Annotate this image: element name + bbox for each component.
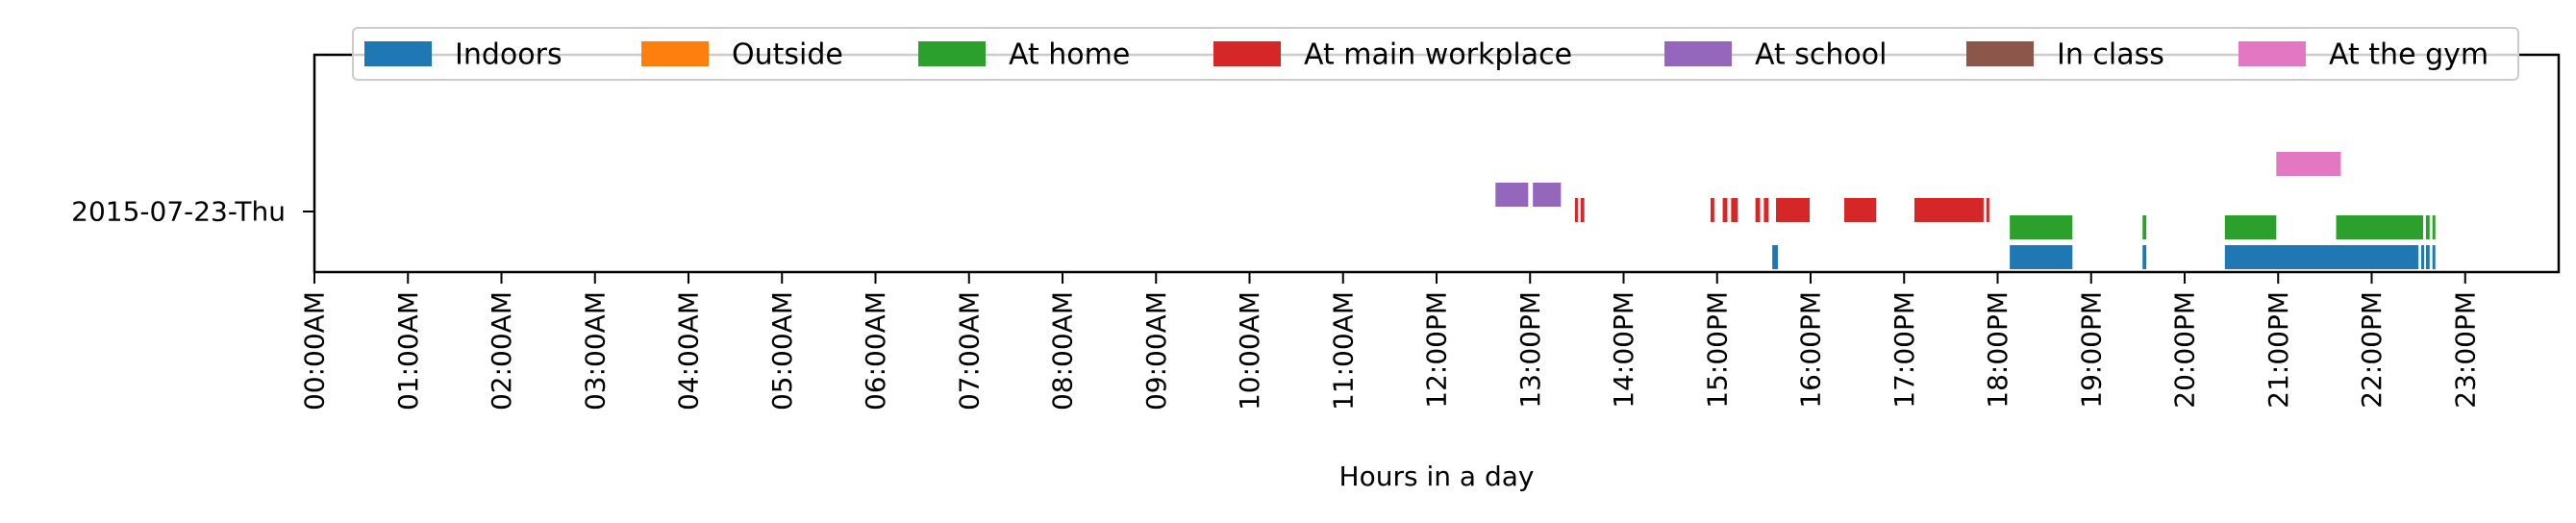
x-tick-label: 00:00AM (299, 291, 331, 411)
legend-label-indoors: Indoors (455, 38, 563, 72)
at-main-workplace-segment (1763, 198, 1769, 222)
at-home-segment (2425, 215, 2430, 239)
at-main-workplace-segment (1710, 198, 1714, 222)
x-tick-label: 17:00PM (1888, 291, 1920, 409)
x-tick-label: 10:00AM (1234, 291, 1265, 411)
indoors-segment (1772, 245, 1778, 269)
x-tick-label: 14:00PM (1608, 291, 1639, 409)
x-tick-label: 19:00PM (2075, 291, 2107, 409)
indoors-segment (2425, 245, 2430, 269)
at-school-segment (1495, 183, 1529, 207)
at-main-workplace-segment (1580, 198, 1585, 222)
legend-swatch-in-class (1966, 41, 2034, 66)
at-home-segment (2224, 215, 2277, 239)
legend-swatch-at-home (918, 41, 986, 66)
at-main-workplace-segment (1574, 198, 1578, 222)
x-tick-label: 22:00PM (2356, 291, 2388, 409)
x-tick-label: 06:00AM (860, 291, 891, 411)
indoors-segment (2432, 245, 2436, 269)
indoors-segment (2421, 245, 2425, 269)
indoors-segment (2224, 245, 2419, 269)
x-tick-label: 02:00AM (486, 291, 517, 411)
legend-label-outside: Outside (732, 38, 843, 72)
legend-swatch-indoors (364, 41, 432, 66)
at-main-workplace-segment (1776, 198, 1811, 222)
y-axis: 2015-07-23-Thu (71, 196, 314, 228)
y-tick-label: 2015-07-23-Thu (71, 196, 286, 228)
x-tick-label: 13:00PM (1514, 291, 1546, 409)
x-tick-label: 23:00PM (2449, 291, 2481, 409)
at-school-segment (1533, 183, 1562, 207)
x-tick-label: 04:00AM (673, 291, 705, 411)
legend-swatch-at-main-workplace (1213, 41, 1281, 66)
legend-label-in-class: In class (2057, 38, 2164, 72)
bars-layer (1495, 152, 2436, 269)
at-main-workplace-segment (1755, 198, 1761, 222)
legend-frame (352, 27, 2519, 81)
x-axis: 00:00AM 01:00AM 02:00AM 03:00AM 04:00AM 05:00… (299, 272, 2481, 411)
legend-label-at-home: At home (1009, 38, 1130, 72)
at-home-segment (2010, 215, 2073, 239)
at-main-workplace-segment (1913, 198, 1984, 222)
at-the-gym-segment (2276, 152, 2341, 176)
legend-label-at-main-workplace: At main workplace (1304, 38, 1572, 72)
legend-swatch-outside (641, 41, 709, 66)
indoors-segment (2142, 245, 2147, 269)
x-tick-label: 20:00PM (2169, 291, 2201, 409)
plot-frame (313, 53, 2561, 274)
at-main-workplace-segment (1722, 198, 1728, 222)
x-tick-label: 11:00AM (1327, 291, 1359, 411)
x-tick-label: 01:00AM (392, 291, 424, 411)
at-main-workplace-segment (1731, 198, 1738, 222)
legend-swatch-at-the-gym (2238, 41, 2306, 66)
x-tick-label: 12:00PM (1421, 291, 1453, 409)
at-main-workplace-segment (1844, 198, 1877, 222)
x-tick-label: 21:00PM (2263, 291, 2294, 409)
legend-label-at-school: At school (1755, 38, 1887, 72)
indoors-segment (2010, 245, 2073, 269)
x-tick-label: 18:00PM (1982, 291, 2013, 409)
x-tick-label: 05:00AM (766, 291, 798, 411)
at-main-workplace-segment (1986, 198, 1989, 222)
legend-label-at-the-gym: At the gym (2329, 38, 2488, 72)
at-home-segment (2142, 215, 2147, 239)
x-tick-label: 03:00AM (579, 291, 611, 411)
at-home-segment (2432, 215, 2436, 239)
x-tick-label: 07:00AM (953, 291, 985, 411)
at-home-segment (2336, 215, 2423, 239)
legend: Indoors Outside At home At main workplace At… (352, 27, 2519, 81)
x-tick-label: 09:00AM (1140, 291, 1172, 411)
x-tick-label: 08:00AM (1047, 291, 1079, 411)
legend-swatch-at-school (1664, 41, 1732, 66)
x-axis-label: Hours in a day (1339, 461, 1535, 492)
x-tick-label: 15:00PM (1701, 291, 1733, 409)
x-tick-label: 16:00PM (1795, 291, 1827, 409)
